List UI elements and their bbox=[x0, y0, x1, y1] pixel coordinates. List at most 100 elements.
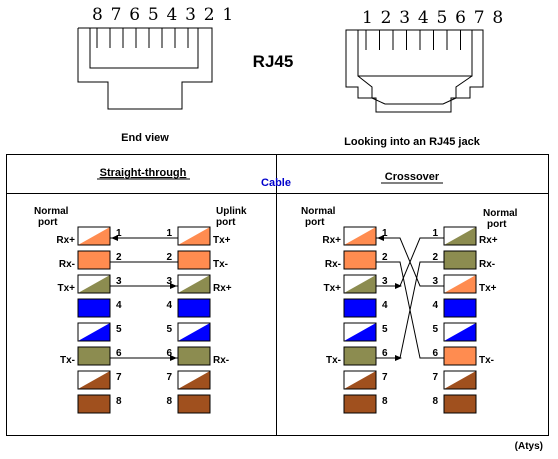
left-pin-number: 1 bbox=[382, 228, 388, 239]
wire-arrow bbox=[395, 355, 402, 361]
conductor-stripe bbox=[344, 371, 376, 389]
right-pin-number: 2 bbox=[166, 252, 172, 263]
wire-arrow bbox=[395, 283, 402, 289]
left-pin-number: 3 bbox=[382, 276, 388, 287]
right-pin-number: 5 bbox=[166, 324, 172, 335]
left-pin-number: 5 bbox=[116, 324, 122, 335]
diagram-title: RJ45 bbox=[253, 52, 294, 71]
jack-inner bbox=[357, 30, 473, 77]
left-pin-number: 2 bbox=[382, 252, 388, 263]
right-pin-number: 2 bbox=[432, 252, 438, 263]
right-pin-number: 8 bbox=[432, 396, 438, 407]
jack-contacts bbox=[365, 30, 461, 50]
straight-left-port-line1: Normal bbox=[34, 206, 69, 217]
left-pin-number: 1 bbox=[116, 228, 122, 239]
left-pin-number: 7 bbox=[116, 372, 122, 383]
right-conductor-4 bbox=[177, 298, 211, 318]
conductor-stripe bbox=[444, 227, 476, 245]
left-pin-number: 8 bbox=[382, 396, 388, 407]
left-conductor-4 bbox=[343, 298, 377, 318]
left-pin-number: 6 bbox=[116, 348, 122, 359]
right-conductor-5 bbox=[443, 322, 477, 342]
right-conductor-2 bbox=[177, 250, 211, 270]
left-pin-number: 6 bbox=[382, 348, 388, 359]
jack-view: 1 2 3 4 5 6 7 8 Looking into an RJ45 jac… bbox=[344, 8, 503, 148]
plug-outline bbox=[77, 27, 213, 110]
conductor-stripe bbox=[344, 227, 376, 245]
left-conductor-2 bbox=[343, 250, 377, 270]
left-pin-number: 4 bbox=[116, 300, 122, 311]
right-pin-number: 3 bbox=[432, 276, 438, 287]
straight-right-conductors: 1 Tx+ 2 Tx- 3 Rx+ 4 5 6 Rx- 7 8 bbox=[166, 226, 232, 414]
right-conductor-5 bbox=[177, 322, 211, 342]
conductor-stripe bbox=[444, 275, 476, 293]
conductor-stripe bbox=[78, 275, 110, 293]
straight-wires bbox=[110, 235, 178, 361]
left-conductor-4 bbox=[77, 298, 111, 318]
right-signal-label: Tx+ bbox=[479, 283, 497, 294]
conductor-stripe bbox=[178, 275, 210, 293]
left-conductor-5 bbox=[77, 322, 111, 342]
crossover-wires bbox=[376, 235, 444, 361]
crossover-wire bbox=[376, 261, 444, 359]
left-conductor-1 bbox=[77, 226, 111, 246]
left-conductor-3 bbox=[343, 274, 377, 294]
conductor-stripe bbox=[78, 227, 110, 245]
right-conductor-6 bbox=[443, 346, 477, 366]
left-conductor-3 bbox=[77, 274, 111, 294]
left-signal-label: Rx- bbox=[325, 259, 341, 270]
right-conductor-3 bbox=[443, 274, 477, 294]
conductor-stripe bbox=[344, 323, 376, 341]
right-conductor-8 bbox=[177, 394, 211, 414]
left-conductor-1 bbox=[343, 226, 377, 246]
conductor-stripe bbox=[344, 275, 376, 293]
conductor-stripe bbox=[178, 227, 210, 245]
credit-label: (Atys) bbox=[515, 441, 543, 452]
right-pin-number: 1 bbox=[166, 228, 172, 239]
right-pin-number: 8 bbox=[166, 396, 172, 407]
right-conductor-7 bbox=[443, 370, 477, 390]
plug-caption: End view bbox=[121, 132, 169, 144]
left-pin-number: 3 bbox=[116, 276, 122, 287]
left-pin-number: 2 bbox=[116, 252, 122, 263]
left-pin-number: 8 bbox=[116, 396, 122, 407]
plug-contacts bbox=[96, 28, 189, 48]
right-conductor-1 bbox=[443, 226, 477, 246]
left-pin-number: 5 bbox=[382, 324, 388, 335]
left-pin-number: 4 bbox=[382, 300, 388, 311]
left-conductor-7 bbox=[77, 370, 111, 390]
right-signal-label: Rx+ bbox=[479, 235, 498, 246]
conductor-stripe bbox=[178, 371, 210, 389]
left-signal-label: Tx+ bbox=[57, 283, 75, 294]
right-pin-number: 1 bbox=[432, 228, 438, 239]
left-conductor-6 bbox=[77, 346, 111, 366]
left-conductor-5 bbox=[343, 322, 377, 342]
wire-arrow bbox=[111, 235, 118, 241]
cross-left-port-line1: Normal bbox=[301, 206, 336, 217]
cable-label: Cable bbox=[261, 177, 291, 189]
left-conductor-8 bbox=[343, 394, 377, 414]
jack-outline bbox=[345, 29, 484, 113]
left-signal-label: Tx+ bbox=[323, 283, 341, 294]
cross-right-port-line1: Normal bbox=[483, 208, 518, 219]
right-conductor-6 bbox=[177, 346, 211, 366]
conductor-stripe bbox=[78, 371, 110, 389]
left-signal-label: Tx- bbox=[326, 355, 341, 366]
right-pin-number: 7 bbox=[432, 372, 438, 383]
crossover-heading: Crossover bbox=[385, 171, 440, 183]
conductor-stripe bbox=[178, 323, 210, 341]
right-pin-number: 4 bbox=[166, 300, 172, 311]
right-pin-number: 4 bbox=[432, 300, 438, 311]
right-pin-number: 5 bbox=[432, 324, 438, 335]
left-signal-label: Rx+ bbox=[56, 235, 75, 246]
left-conductor-6 bbox=[343, 346, 377, 366]
left-pin-number: 7 bbox=[382, 372, 388, 383]
right-pin-number: 6 bbox=[166, 348, 172, 359]
left-conductor-7 bbox=[343, 370, 377, 390]
right-pin-number: 7 bbox=[166, 372, 172, 383]
left-conductor-2 bbox=[77, 250, 111, 270]
crossover-left-conductors: 1 Rx+ 2 Rx- 3 Tx+ 4 5 6 Tx- 7 8 bbox=[322, 226, 388, 414]
right-conductor-2 bbox=[443, 250, 477, 270]
right-conductor-7 bbox=[177, 370, 211, 390]
